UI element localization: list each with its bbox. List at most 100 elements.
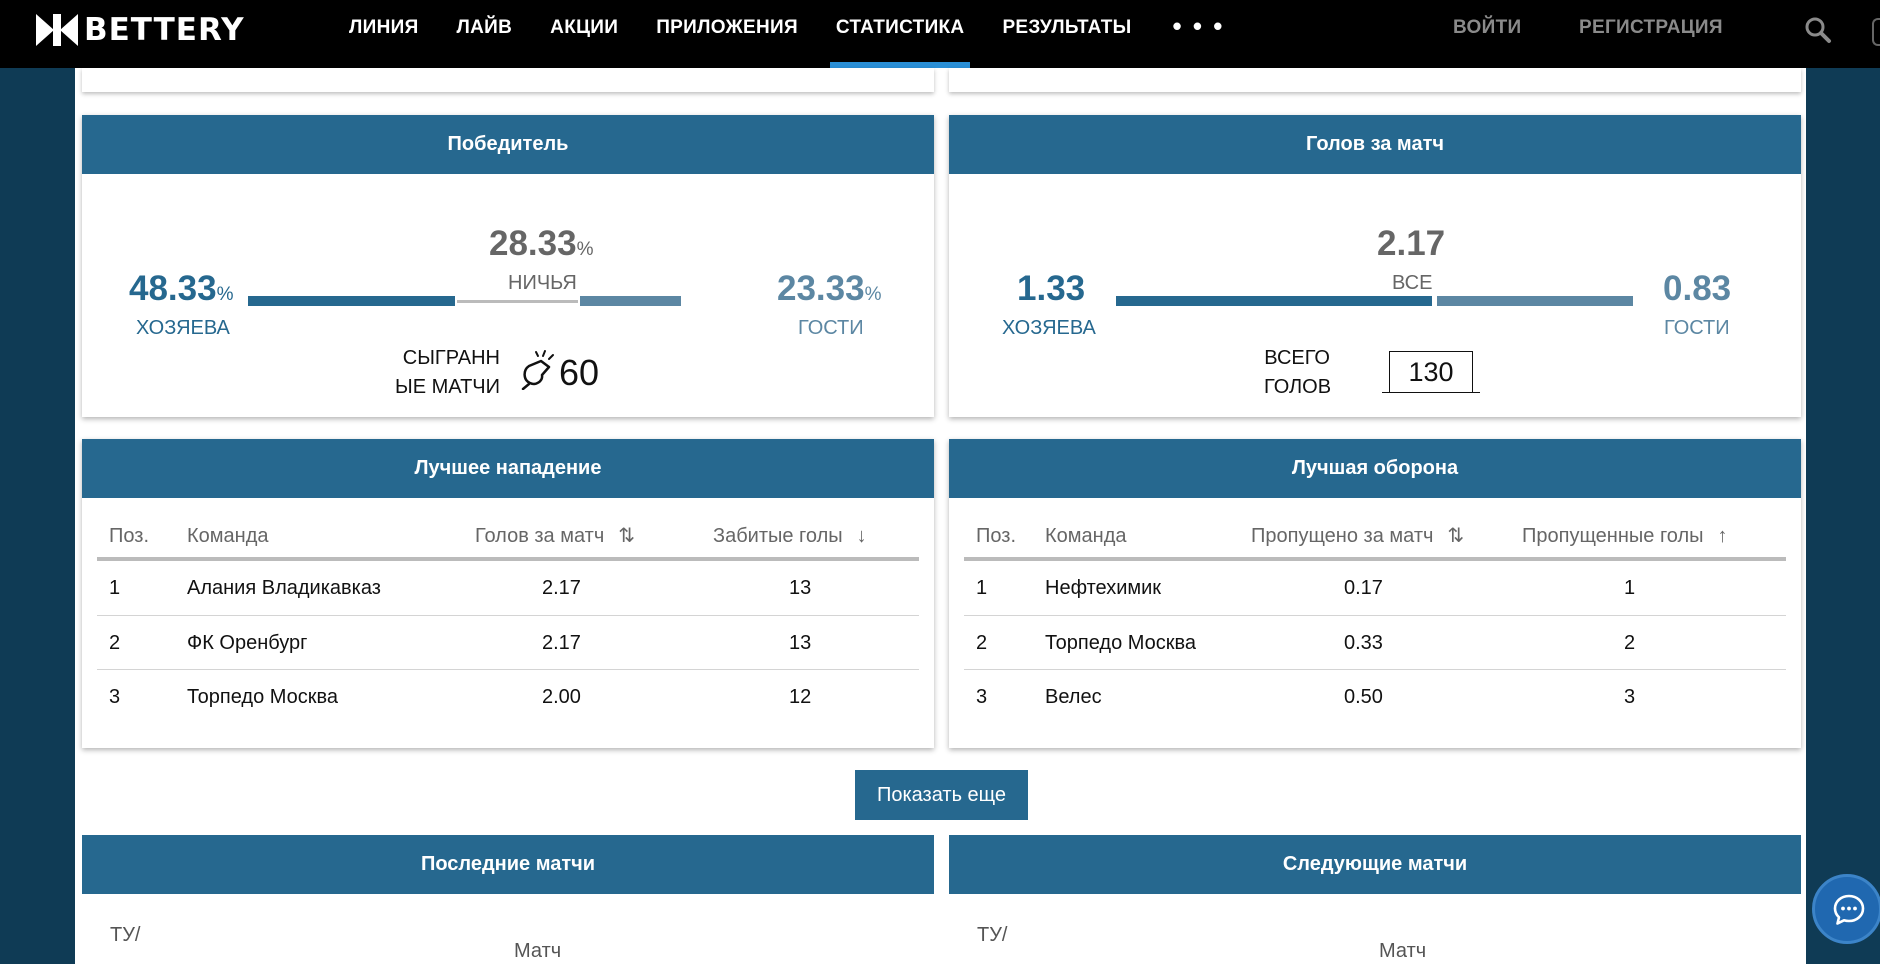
home-win-value: 48.33% <box>129 269 234 308</box>
col-tu: ТУ/ <box>977 924 1008 946</box>
away-goals-label: ГОСТИ <box>1664 317 1730 339</box>
last-matches-card: Последние матчи ТУ/ Матч <box>82 835 934 964</box>
main-nav: ЛИНИЯ ЛАЙВ АКЦИИ ПРИЛОЖЕНИЯ СТАТИСТИКА Р… <box>330 0 1246 68</box>
row-team: Велес <box>1045 686 1102 708</box>
row-team: Торпедо Москва <box>1045 631 1197 654</box>
row-team: Нефтехимик <box>1045 577 1162 599</box>
col-tu: ТУ/ <box>110 924 141 946</box>
row-total: 3 <box>1624 686 1636 708</box>
all-goals-value: 2.17 <box>1377 224 1446 263</box>
row-pos: 2 <box>109 631 121 654</box>
login-button[interactable]: ВОЙТИ <box>1453 17 1522 38</box>
total-goals-label: ВСЕГО ГОЛОВ <box>1264 347 1332 398</box>
played-matches-label: СЫГРАНН ЫЕ МАТЧИ <box>395 347 500 398</box>
top-navigation-bar: BETTERY ЛИНИЯ ЛАЙВ АКЦИИ ПРИЛОЖЕНИЯ СТАТ… <box>0 0 1880 68</box>
previous-card-bottom <box>82 68 934 92</box>
row-total: 1 <box>1624 577 1636 599</box>
winner-title: Победитель <box>82 115 934 174</box>
total-goals-underline <box>1382 392 1480 393</box>
table-row: 2 ФК Оренбург 2.17 13 <box>97 616 919 670</box>
row-per-match: 2.17 <box>542 577 581 599</box>
col-match: Матч <box>1379 940 1427 962</box>
last-matches-title: Последние матчи <box>82 835 934 894</box>
logo-text: BETTERY <box>84 12 245 48</box>
nav-more-button[interactable]: • • • <box>1172 11 1225 41</box>
draw-label: НИЧЬЯ <box>508 272 577 294</box>
logo-mark-icon <box>36 14 78 46</box>
col-goals-scored[interactable]: Забитые голы ↓ <box>713 525 867 547</box>
row-per-match: 0.17 <box>1344 577 1383 599</box>
away-goals-bar <box>1436 296 1633 306</box>
next-matches-title: Следующие матчи <box>949 835 1801 894</box>
show-more-button[interactable]: Показать еще <box>855 770 1028 820</box>
home-goals-bar <box>1116 296 1432 306</box>
previous-card-bottom-right <box>949 68 1801 92</box>
home-goals-value: 1.33 <box>1017 269 1086 308</box>
row-per-match: 0.50 <box>1344 686 1383 708</box>
sort-desc-icon[interactable]: ↓ <box>856 525 867 547</box>
col-conceded-per-match[interactable]: Пропущено за матч ⇅ <box>1251 525 1465 547</box>
best-attack-card: Лучшее нападение Поз. Команда Голов за м… <box>82 439 934 748</box>
row-total: 13 <box>789 631 812 654</box>
col-goals-per-match[interactable]: Голов за матч ⇅ <box>475 525 636 547</box>
goals-per-match-title: Голов за матч <box>949 115 1801 174</box>
row-total: 13 <box>789 577 812 599</box>
table-row: 3 Велес 0.50 3 <box>964 670 1786 725</box>
draw-value: 28.33% <box>489 224 594 263</box>
table-row: 3 Торпедо Москва 2.00 12 <box>97 670 919 725</box>
register-button[interactable]: РЕГИСТРАЦИЯ <box>1579 17 1723 38</box>
whistle-icon <box>521 350 554 390</box>
col-match: Матч <box>514 940 562 962</box>
home-win-bar <box>248 296 456 306</box>
nav-line[interactable]: ЛИНИЯ <box>349 17 419 38</box>
table-row: 2 Торпедо Москва 0.33 2 <box>964 616 1786 670</box>
nav-statistics[interactable]: СТАТИСТИКА <box>817 0 984 68</box>
logo[interactable]: BETTERY <box>34 12 245 48</box>
row-per-match: 2.00 <box>542 686 581 708</box>
col-pos: Поз. <box>976 525 1016 547</box>
winner-body: 48.33% ХОЗЯЕВА 28.33% НИЧЬЯ 23.33% ГОСТИ… <box>82 174 934 417</box>
row-per-match: 2.17 <box>542 631 581 654</box>
row-pos: 3 <box>109 686 121 708</box>
winner-card: Победитель 48.33% ХОЗЯЕВА 28.33% НИЧЬЯ 2… <box>82 115 934 417</box>
row-pos: 3 <box>976 686 988 708</box>
row-team: ФК Оренбург <box>187 631 308 654</box>
row-per-match: 0.33 <box>1344 631 1383 654</box>
row-pos: 1 <box>109 577 121 599</box>
best-attack-table: Поз. Команда Голов за матч ⇅ Забитые голы… <box>97 511 919 725</box>
nav-live[interactable]: ЛАЙВ <box>456 17 513 38</box>
row-pos: 1 <box>976 577 988 599</box>
nav-promotions[interactable]: АКЦИИ <box>550 17 619 38</box>
row-pos: 2 <box>976 631 988 654</box>
best-defense-table: Поз. Команда Пропущено за матч ⇅ Пропущен… <box>964 511 1786 725</box>
right-gutter <box>1806 68 1880 964</box>
sort-icon[interactable]: ⇅ <box>618 525 636 547</box>
chat-icon <box>1833 894 1865 925</box>
away-goals-value: 0.83 <box>1663 269 1732 308</box>
col-team: Команда <box>1045 525 1127 547</box>
sort-icon[interactable]: ⇅ <box>1447 525 1465 547</box>
edge-tab <box>1872 18 1880 46</box>
away-label: ГОСТИ <box>798 317 864 339</box>
all-goals-label: ВСЕ <box>1392 272 1433 294</box>
total-goals-value: 130 <box>1389 351 1473 393</box>
chat-button[interactable] <box>1812 874 1880 944</box>
row-team: Торпедо Москва <box>187 686 339 708</box>
goals-body: 1.33 ХОЗЯЕВА 2.17 ВСЕ 0.83 ГОСТИ ВСЕГО Г… <box>949 174 1801 417</box>
best-attack-title: Лучшее нападение <box>82 439 934 498</box>
table-row: 1 Нефтехимик 0.17 1 <box>964 561 1786 616</box>
col-goals-conceded[interactable]: Пропущенные голы ↑ <box>1522 525 1728 547</box>
best-defense-card: Лучшая оборона Поз. Команда Пропущено за… <box>949 439 1801 748</box>
sort-asc-icon[interactable]: ↑ <box>1717 525 1728 547</box>
col-team: Команда <box>187 525 269 547</box>
nav-apps[interactable]: ПРИЛОЖЕНИЯ <box>656 17 798 38</box>
search-icon[interactable] <box>1804 16 1832 44</box>
table-header: Поз. Команда Голов за матч ⇅ Забитые голы… <box>97 511 919 561</box>
row-total: 2 <box>1624 631 1636 654</box>
draw-bar <box>457 300 578 303</box>
nav-results[interactable]: РЕЗУЛЬТАТЫ <box>1002 17 1132 38</box>
home-label: ХОЗЯЕВА <box>136 317 230 339</box>
away-win-bar <box>579 296 681 306</box>
home-goals-label: ХОЗЯЕВА <box>1002 317 1096 339</box>
col-pos: Поз. <box>109 525 149 547</box>
